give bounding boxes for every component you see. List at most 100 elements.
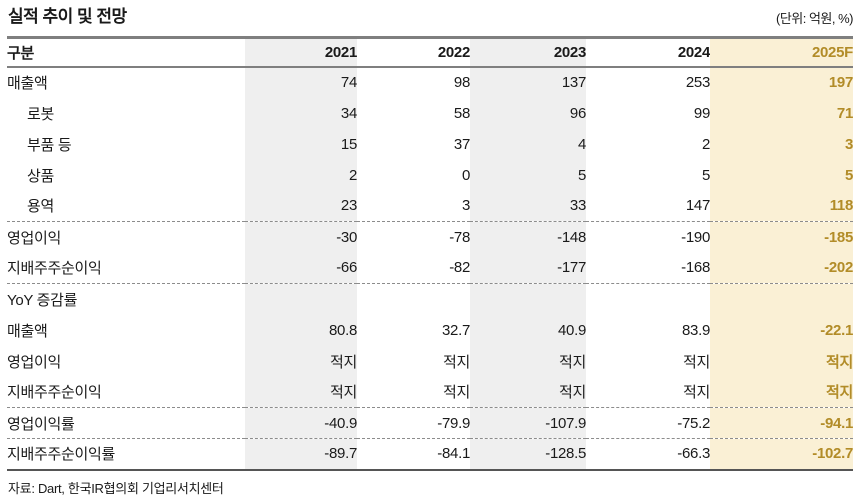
value-cell-2025F: 적지: [710, 345, 853, 377]
row-label: 상품: [27, 167, 55, 185]
value-cell-2021: 80.8: [245, 314, 357, 346]
row-label: 영업이익: [7, 229, 62, 247]
value-cell-2021: -30: [245, 221, 357, 253]
value-cell-2024: 적지: [682, 353, 710, 371]
value-cell-2024: 253: [685, 74, 710, 91]
value-cell-2024: 99: [693, 104, 710, 122]
value-cell-2022: 98: [453, 74, 470, 91]
value-cell-2023: 33: [470, 190, 586, 222]
table-row: 지배주주순이익 적지 적지 적지 적지 적지: [7, 376, 853, 408]
value-cell-2022: -79.9: [437, 414, 470, 432]
table-row: 매출액 74 98 137 253 197: [7, 66, 853, 98]
table-row: 상품 2 0 5 5 5: [7, 159, 853, 191]
value-cell-2022: 3: [461, 197, 470, 215]
table-row: 지배주주순이익률 -89.7 -84.1 -128.5 -66.3 -102.7: [7, 438, 853, 470]
value-cell-2022: 37: [453, 135, 470, 153]
value-cell-2022: [357, 284, 470, 315]
value-cell-2025F: 5: [710, 159, 853, 191]
header-year-2023: 2023: [470, 37, 586, 67]
value-cell-2025F: -102.7: [710, 438, 853, 470]
value-cell-2025F: -202: [710, 252, 853, 284]
value-cell-2023: -177: [470, 252, 586, 284]
row-label: 지배주주순이익: [7, 384, 102, 402]
value-cell-2023: 5: [470, 159, 586, 191]
value-cell-2023: 40.9: [470, 314, 586, 346]
value-cell-2025F: 197: [710, 66, 853, 98]
value-cell-2021: 23: [245, 190, 357, 222]
row-label: 용역: [27, 198, 55, 216]
value-cell-2021: -40.9: [245, 407, 357, 439]
value-cell-2021: 15: [245, 128, 357, 160]
table-row: 영업이익 적지 적지 적지 적지 적지: [7, 345, 853, 377]
header-year-2024: 2024: [677, 43, 710, 61]
value-cell-2021: [245, 283, 357, 315]
header-year-2021: 2021: [245, 37, 357, 67]
row-label: 영업이익률: [7, 415, 75, 433]
value-cell-2023: 적지: [470, 376, 586, 408]
value-cell-2025F: 3: [710, 128, 853, 160]
table-row: 로봇 34 58 96 99 71: [7, 97, 853, 129]
row-label: 매출액: [7, 75, 48, 92]
value-cell-2021: -66: [245, 252, 357, 284]
section-row: YoY 증감률: [7, 283, 853, 315]
value-cell-2023: -128.5: [470, 438, 586, 470]
value-cell-2021: 적지: [245, 345, 357, 377]
value-cell-2022: 58: [453, 104, 470, 122]
value-cell-2024: 2: [701, 135, 710, 153]
value-cell-2023: 137: [470, 66, 586, 98]
value-cell-2023: -148: [470, 221, 586, 253]
value-cell-2024: -190: [681, 228, 710, 246]
row-label: 지배주주순이익: [7, 260, 102, 278]
row-label: 영업이익: [7, 353, 62, 371]
value-cell-2024: -168: [681, 259, 710, 277]
value-cell-2023: 적지: [470, 345, 586, 377]
value-cell-2022: -78: [449, 228, 470, 246]
header-row: 구분 2021 2022 2023 2024 2025F: [7, 37, 853, 67]
value-cell-2025F: -185: [710, 221, 853, 253]
table-row: 부품 등 15 37 4 2 3: [7, 128, 853, 160]
value-cell-2023: -107.9: [470, 407, 586, 439]
header-gubun: 구분: [7, 44, 35, 62]
row-label: 매출액: [7, 322, 48, 340]
value-cell-2022: -84.1: [437, 445, 470, 463]
row-label: 로봇: [27, 105, 55, 123]
unit-note: (단위: 억원, %): [775, 11, 854, 26]
table-row: 영업이익률 -40.9 -79.9 -107.9 -75.2 -94.1: [7, 407, 853, 439]
table-row: 지배주주순이익 -66 -82 -177 -168 -202: [7, 252, 853, 284]
value-cell-2024: 적지: [682, 384, 710, 402]
financial-table: 구분 2021 2022 2023 2024 2025F 매출액 74 98 137 253 197…: [7, 36, 853, 471]
value-cell-2024: [586, 284, 710, 315]
table-header-bar: 실적 추이 및 전망 (단위: 억원, %): [0, 0, 861, 28]
value-cell-2022: -82: [449, 259, 470, 277]
value-cell-2021: -89.7: [245, 438, 357, 470]
value-cell-2025F: [710, 283, 853, 315]
value-cell-2024: -66.3: [677, 445, 710, 463]
value-cell-2023: [470, 283, 586, 315]
row-label: 부품 등: [27, 136, 72, 154]
value-cell-2023: 96: [470, 97, 586, 129]
header-year-2025F: 2025F: [710, 37, 853, 67]
value-cell-2022: 32.7: [442, 321, 470, 339]
value-cell-2025F: -22.1: [710, 314, 853, 346]
page-title: 실적 추이 및 전망: [8, 7, 127, 26]
value-cell-2022: 적지: [442, 353, 470, 371]
row-label: YoY 증감률: [7, 291, 78, 309]
value-cell-2024: -75.2: [677, 414, 710, 432]
table-row: 영업이익 -30 -78 -148 -190 -185: [7, 221, 853, 253]
table-row: 매출액 80.8 32.7 40.9 83.9 -22.1: [7, 314, 853, 346]
row-label: 지배주주순이익률: [7, 446, 116, 464]
value-cell-2024: 83.9: [682, 321, 710, 339]
table-body: 매출액 74 98 137 253 197 로봇 34 58 96 99 71 부품 등 15 37 4 2 3 상…: [7, 66, 853, 470]
value-cell-2021: 적지: [245, 376, 357, 408]
value-cell-2022: 0: [461, 166, 470, 184]
value-cell-2024: 5: [701, 166, 710, 184]
header-year-2022: 2022: [437, 43, 470, 61]
table-head: 구분 2021 2022 2023 2024 2025F: [7, 37, 853, 67]
value-cell-2025F: 118: [710, 190, 853, 222]
value-cell-2021: 2: [245, 159, 357, 191]
value-cell-2021: 34: [245, 97, 357, 129]
value-cell-2025F: 적지: [710, 376, 853, 408]
value-cell-2025F: 71: [710, 97, 853, 129]
source-note: 자료: Dart, 한국IR협의회 기업리서치센터: [8, 480, 224, 496]
